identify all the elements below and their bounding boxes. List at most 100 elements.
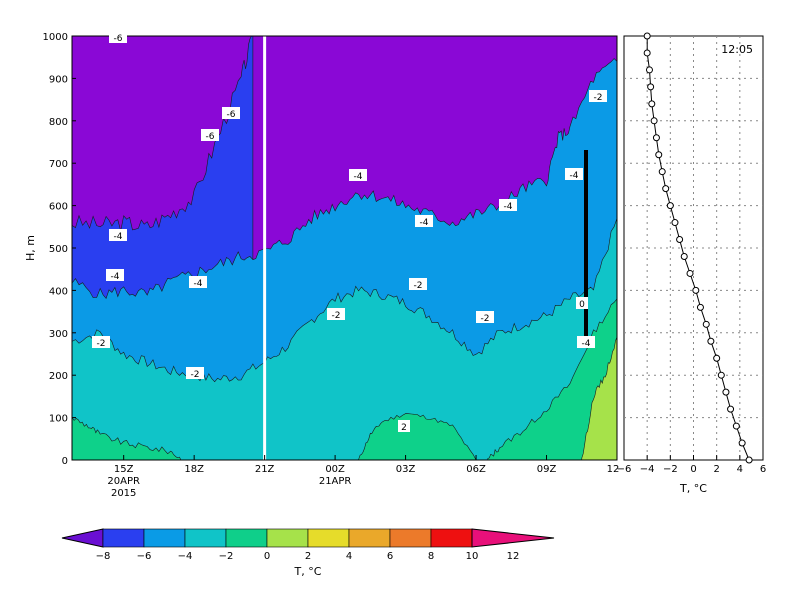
y-tick-label: 600 — [49, 202, 68, 213]
profile-point — [692, 286, 700, 294]
x-tick-label: 00Z — [325, 464, 345, 475]
colorbar-left-arrow — [61, 528, 104, 548]
profile-point — [645, 66, 653, 74]
profile-x-tick-label: 6 — [760, 464, 766, 475]
colorbar-label: T, °C — [294, 565, 322, 578]
contour-label-bg — [415, 215, 433, 227]
contour-label: -4 — [570, 171, 579, 181]
contour-label: -2 — [97, 339, 106, 349]
profile-point — [680, 252, 688, 260]
colorbar-tick-label: 8 — [428, 551, 434, 562]
profile-point — [707, 337, 715, 345]
profile-x-tick-label: −4 — [640, 464, 655, 475]
contour-label-bg — [109, 31, 127, 43]
contour-label-bg — [222, 107, 240, 119]
contour-label-bg — [201, 129, 219, 141]
contour-label: 2 — [401, 423, 407, 433]
profile-point — [702, 320, 710, 328]
x-tick-label: 15Z — [114, 464, 134, 475]
colorbar-tick-label: −4 — [178, 551, 193, 562]
y-tick-label: 1000 — [43, 32, 68, 43]
profile-point — [652, 134, 660, 142]
colorbar-segment — [143, 528, 186, 548]
contour-label-bg — [565, 168, 583, 180]
profile-point — [658, 168, 666, 176]
band-0-2-right — [487, 298, 617, 460]
profile-point — [676, 236, 684, 244]
colorbar-tick-label: −6 — [137, 551, 152, 562]
profile-point — [722, 388, 730, 396]
contour-label: -6 — [206, 132, 215, 142]
contour-label-bg — [189, 276, 207, 288]
colorbar-segment — [266, 528, 309, 548]
contour-label-bg — [327, 308, 345, 320]
y-tick-label: 200 — [49, 371, 68, 382]
profile-point — [650, 117, 658, 125]
contour-label-bg — [589, 90, 607, 102]
x-tick-label: 21Z — [255, 464, 275, 475]
colorbar-segment — [102, 528, 145, 548]
contour-label: -4 — [504, 202, 513, 212]
x-date-label: 20APR — [107, 476, 140, 487]
profile-point — [643, 49, 651, 57]
colorbar-segment — [430, 528, 473, 548]
x-tick-label: 03Z — [396, 464, 416, 475]
colorbar-tick-label: 0 — [264, 551, 270, 562]
colorbar-tick-label: 12 — [507, 551, 520, 562]
colorbar-segment — [225, 528, 268, 548]
profile-x-axis-label: T, °C — [679, 482, 707, 495]
contour-label: -2 — [332, 311, 341, 321]
colorbar-segment — [348, 528, 391, 548]
profile-x-tick-label: −6 — [617, 464, 632, 475]
profile-point — [696, 303, 704, 311]
profile-x-tick-label: 2 — [713, 464, 719, 475]
colorbar-right-arrow — [471, 528, 555, 548]
x-tick-label: 12 — [607, 464, 620, 475]
profile-point — [745, 456, 753, 464]
band-0-2-middle — [358, 413, 477, 460]
x-date-label: 2015 — [111, 488, 136, 499]
y-tick-label: 400 — [49, 286, 68, 297]
contour-label-bg — [109, 229, 127, 241]
profile-x-tick-label: −2 — [663, 464, 678, 475]
contour-label: -2 — [594, 93, 603, 103]
contour-label: -4 — [354, 172, 363, 182]
y-tick-label: 900 — [49, 74, 68, 85]
profile-point — [655, 151, 663, 159]
contour-label-bg — [398, 420, 410, 432]
profile-point — [686, 269, 694, 277]
contour-label-bg — [499, 199, 517, 211]
y-tick-label: 700 — [49, 159, 68, 170]
band-0-2-left — [72, 416, 183, 460]
contour-label: -2 — [481, 314, 490, 324]
y-tick-label: 800 — [49, 117, 68, 128]
profile-point — [671, 219, 679, 227]
contour-label-bg — [576, 297, 588, 309]
colorbar-tick-label: 4 — [346, 551, 352, 562]
contour-label: -4 — [111, 272, 120, 282]
y-axis-label: H, m — [24, 235, 37, 261]
profile-point — [713, 354, 721, 362]
band-minus2-0 — [72, 218, 617, 460]
contour-label-bg — [92, 336, 110, 348]
contour-label-bg — [409, 278, 427, 290]
contour-label: -6 — [227, 110, 236, 120]
profile-time-label: 12:05 — [721, 43, 753, 56]
colorbar-tick-label: 2 — [305, 551, 311, 562]
y-tick-label: 100 — [49, 414, 68, 425]
profile-x-tick-label: 4 — [737, 464, 743, 475]
colorbar-segment — [307, 528, 350, 548]
contour-label: -4 — [420, 218, 429, 228]
contour-label-bg — [577, 336, 595, 348]
colorbar-segment — [389, 528, 432, 548]
band-2-4-right — [581, 336, 617, 460]
colorbar-segment — [184, 528, 227, 548]
contour-label: -6 — [114, 34, 123, 44]
colorbar-tick-label: −8 — [96, 551, 111, 562]
contour-label: -4 — [582, 339, 591, 349]
contour-label-bg — [476, 311, 494, 323]
contour-label: -2 — [414, 281, 423, 291]
profile-point — [643, 32, 651, 40]
contour-label: -4 — [194, 279, 203, 289]
